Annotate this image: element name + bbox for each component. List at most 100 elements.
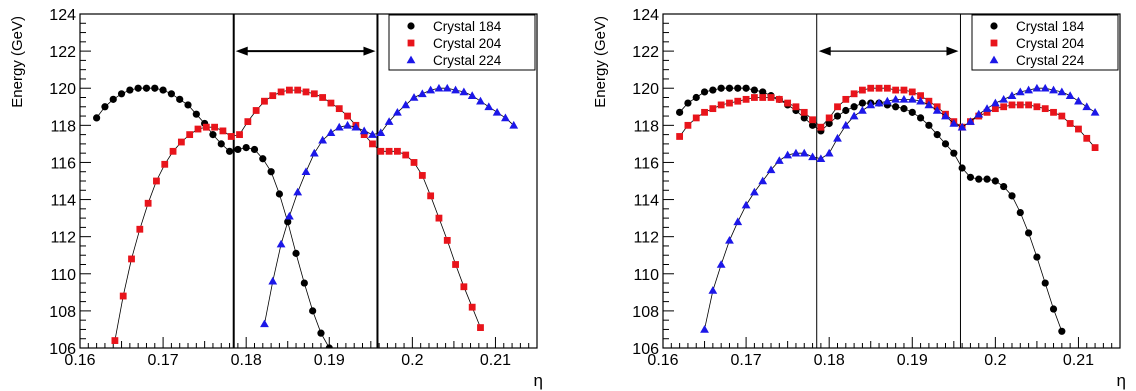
data-point [167, 90, 175, 98]
data-point [434, 83, 444, 92]
data-point [1050, 108, 1057, 116]
y-tick-label: 106 [49, 341, 76, 358]
y-tick-label: 122 [632, 44, 659, 61]
data-point [742, 84, 750, 92]
data-point [866, 100, 876, 109]
data-point [907, 94, 917, 103]
data-point [983, 108, 991, 116]
data-point [343, 120, 352, 129]
data-point [834, 103, 841, 111]
data-point [1032, 83, 1042, 92]
data-point [467, 91, 477, 99]
data-point [1091, 144, 1099, 151]
series-crystal-224 [260, 83, 519, 328]
data-point [1008, 192, 1016, 200]
data-point [402, 151, 410, 159]
y-tick-label: 114 [633, 193, 659, 210]
data-point [1058, 112, 1066, 120]
data-point [692, 93, 700, 102]
data-point [709, 105, 717, 113]
data-point [344, 112, 351, 120]
data-point [734, 97, 742, 105]
data-point [983, 175, 991, 183]
data-point [883, 84, 891, 92]
data-point [93, 114, 101, 122]
legend-label: Crystal 224 [1016, 53, 1085, 68]
data-point [302, 88, 310, 96]
data-point [368, 130, 377, 138]
data-point [259, 155, 267, 163]
data-point [359, 126, 369, 135]
x-tick-label: 0.2 [401, 352, 423, 369]
data-point [742, 95, 750, 103]
data-point [700, 88, 709, 96]
x-tick-label: 0.21 [480, 352, 511, 369]
y-tick-label: 112 [50, 230, 76, 247]
data-point [758, 176, 768, 185]
data-point [858, 99, 867, 107]
data-point [169, 147, 177, 155]
data-point [327, 99, 335, 107]
data-point [833, 112, 842, 120]
data-point [418, 172, 426, 179]
data-point [267, 168, 275, 176]
data-point [211, 123, 219, 131]
series-crystal-204 [111, 86, 484, 344]
data-point [957, 122, 967, 131]
data-point [709, 86, 717, 94]
data-point [791, 148, 801, 157]
y-tick-label: 112 [633, 230, 659, 247]
data-point [1075, 125, 1082, 133]
data-point [859, 86, 866, 94]
data-point [1033, 253, 1041, 261]
data-point [426, 85, 436, 94]
data-point [119, 292, 127, 300]
data-point [708, 286, 718, 294]
data-point [916, 96, 925, 105]
data-point [816, 154, 826, 163]
data-point [360, 131, 368, 139]
data-point [442, 83, 452, 92]
x-tick-label: 0.17 [148, 352, 179, 369]
data-point [1000, 103, 1008, 111]
data-point [1025, 229, 1033, 237]
data-point [460, 283, 468, 291]
data-point [301, 167, 311, 176]
data-point [244, 118, 252, 126]
data-point [892, 103, 900, 111]
data-point [808, 121, 817, 129]
data-point [276, 239, 286, 248]
data-point [1025, 101, 1032, 109]
data-point [775, 95, 783, 103]
data-point [808, 152, 817, 161]
data-point [676, 133, 684, 140]
data-point [217, 140, 225, 148]
data-point [277, 88, 285, 96]
data-point [916, 114, 925, 122]
legend-marker [990, 22, 998, 30]
series-crystal-224 [700, 83, 1100, 333]
data-point [427, 192, 435, 200]
legend-label: Crystal 204 [1016, 36, 1085, 51]
data-point [824, 148, 834, 157]
data-point [309, 148, 319, 157]
legend-label: Crystal 184 [433, 19, 502, 34]
y-tick-label: 108 [49, 304, 76, 321]
data-point [1057, 87, 1067, 96]
data-point [741, 200, 751, 209]
data-point [250, 145, 259, 154]
data-point [136, 225, 144, 233]
data-point [759, 94, 767, 101]
data-point [717, 101, 725, 109]
data-point [841, 120, 851, 129]
data-point [950, 149, 958, 157]
series-line [114, 89, 481, 341]
data-point [393, 107, 402, 116]
series-line [679, 87, 1063, 332]
data-point [999, 94, 1009, 103]
data-point [236, 131, 243, 139]
data-point [842, 106, 850, 115]
data-point [1000, 182, 1008, 191]
data-point [284, 211, 294, 220]
data-point [1058, 327, 1066, 335]
